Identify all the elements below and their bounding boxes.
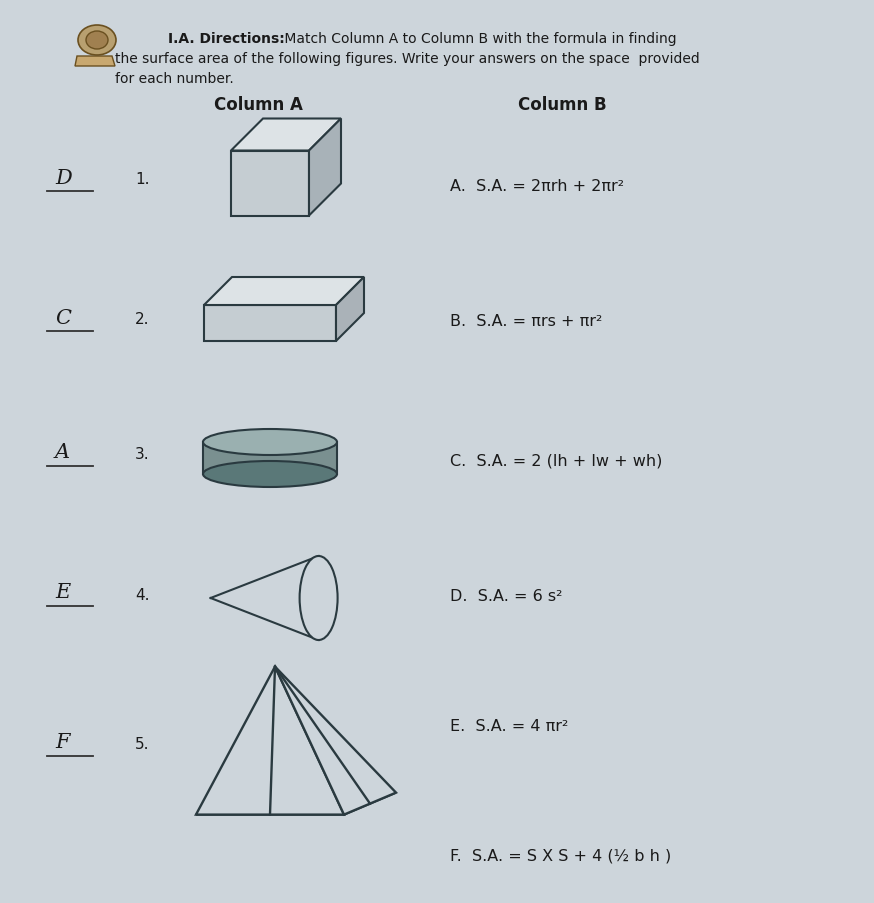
Text: 3.: 3. xyxy=(135,447,149,462)
Text: C: C xyxy=(55,308,71,327)
Text: Match Column A to Column B with the formula in finding: Match Column A to Column B with the form… xyxy=(280,32,676,46)
Text: D: D xyxy=(55,168,72,187)
Polygon shape xyxy=(196,666,344,815)
Text: Column A: Column A xyxy=(213,96,302,114)
Text: 1.: 1. xyxy=(135,172,149,187)
Text: 4.: 4. xyxy=(135,587,149,601)
Text: A: A xyxy=(55,443,70,462)
Polygon shape xyxy=(211,556,319,640)
Text: E: E xyxy=(55,582,70,601)
Ellipse shape xyxy=(86,32,108,50)
Polygon shape xyxy=(275,666,396,815)
Polygon shape xyxy=(204,278,364,305)
Text: C.  S.A. = 2 (lh + lw + wh): C. S.A. = 2 (lh + lw + wh) xyxy=(450,453,662,469)
Text: 5.: 5. xyxy=(135,737,149,751)
Text: F.  S.A. = S X S + 4 (½ b h ): F. S.A. = S X S + 4 (½ b h ) xyxy=(450,848,671,863)
Polygon shape xyxy=(336,278,364,341)
Text: D.  S.A. = 6 s²: D. S.A. = 6 s² xyxy=(450,589,562,603)
Text: the surface area of the following figures. Write your answers on the space  prov: the surface area of the following figure… xyxy=(115,52,700,66)
Ellipse shape xyxy=(203,461,337,488)
Polygon shape xyxy=(203,442,337,474)
Text: E.  S.A. = 4 πr²: E. S.A. = 4 πr² xyxy=(450,718,568,733)
Polygon shape xyxy=(204,305,336,341)
Polygon shape xyxy=(196,793,396,815)
Polygon shape xyxy=(75,57,115,67)
Text: B.  S.A. = πrs + πr²: B. S.A. = πrs + πr² xyxy=(450,313,602,329)
Text: A.  S.A. = 2πrh + 2πr²: A. S.A. = 2πrh + 2πr² xyxy=(450,179,624,194)
Text: I.A. Directions:: I.A. Directions: xyxy=(168,32,285,46)
Text: Column B: Column B xyxy=(518,96,607,114)
Text: for each number.: for each number. xyxy=(115,72,233,86)
Ellipse shape xyxy=(78,26,116,56)
Text: F: F xyxy=(55,732,70,751)
Text: 2.: 2. xyxy=(135,312,149,327)
Polygon shape xyxy=(231,119,341,152)
Polygon shape xyxy=(231,152,309,216)
Ellipse shape xyxy=(300,556,337,640)
Ellipse shape xyxy=(203,430,337,455)
Polygon shape xyxy=(309,119,341,216)
